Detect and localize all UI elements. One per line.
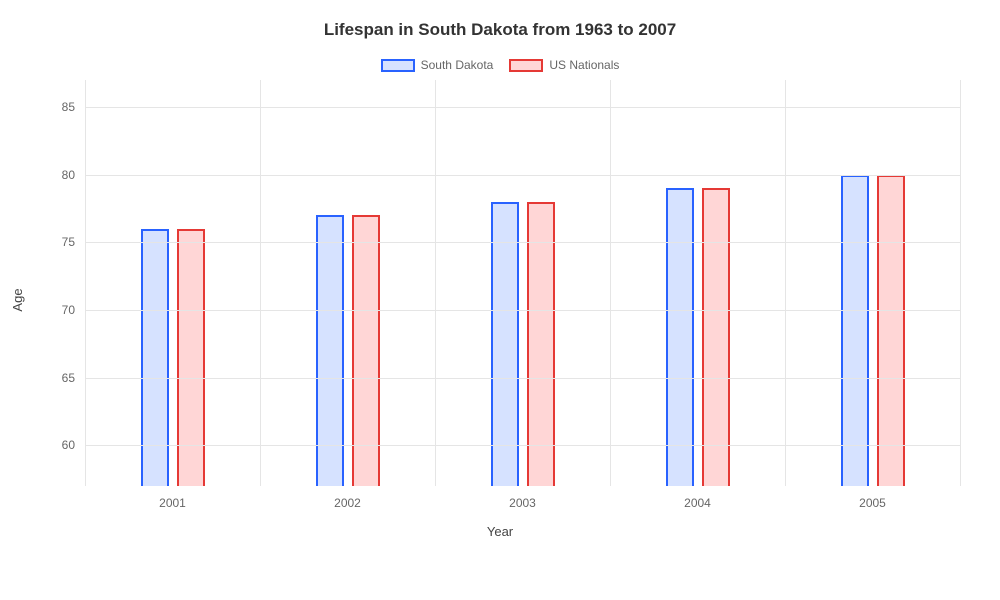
x-tick-label: 2003	[509, 486, 536, 510]
y-tick-label: 65	[62, 371, 85, 385]
bar	[841, 175, 869, 486]
x-tick-label: 2002	[334, 486, 361, 510]
y-axis-label: Age	[10, 288, 25, 311]
legend-item: South Dakota	[381, 58, 494, 72]
bar	[527, 202, 555, 486]
y-tick-label: 80	[62, 168, 85, 182]
y-tick-label: 70	[62, 303, 85, 317]
legend: South Dakota US Nationals	[30, 58, 970, 72]
grid-vline	[785, 80, 786, 486]
y-tick-label: 75	[62, 235, 85, 249]
bars-region	[85, 80, 960, 486]
x-tick-label: 2004	[684, 486, 711, 510]
grid-vline	[85, 80, 86, 486]
grid-line	[85, 378, 960, 379]
x-axis-label: Year	[30, 524, 970, 539]
legend-label: US Nationals	[549, 58, 619, 72]
legend-item: US Nationals	[509, 58, 619, 72]
x-tick-label: 2005	[859, 486, 886, 510]
grid-vline	[260, 80, 261, 486]
legend-swatch	[509, 59, 543, 72]
bar	[491, 202, 519, 486]
bar	[666, 188, 694, 486]
grid-line	[85, 445, 960, 446]
bar	[141, 229, 169, 486]
plot-area: 60657075808520012002200320042005	[85, 80, 960, 520]
chart-container: Lifespan in South Dakota from 1963 to 20…	[0, 0, 1000, 600]
legend-swatch	[381, 59, 415, 72]
bar	[177, 229, 205, 486]
grid-line	[85, 175, 960, 176]
legend-label: South Dakota	[421, 58, 494, 72]
grid-line	[85, 310, 960, 311]
bar	[702, 188, 730, 486]
grid-line	[85, 107, 960, 108]
grid-vline	[435, 80, 436, 486]
grid-line	[85, 242, 960, 243]
y-tick-label: 60	[62, 438, 85, 452]
chart-title: Lifespan in South Dakota from 1963 to 20…	[30, 20, 970, 40]
grid-vline	[610, 80, 611, 486]
bar	[877, 175, 905, 486]
x-tick-label: 2001	[159, 486, 186, 510]
y-tick-label: 85	[62, 100, 85, 114]
grid-vline	[960, 80, 961, 486]
